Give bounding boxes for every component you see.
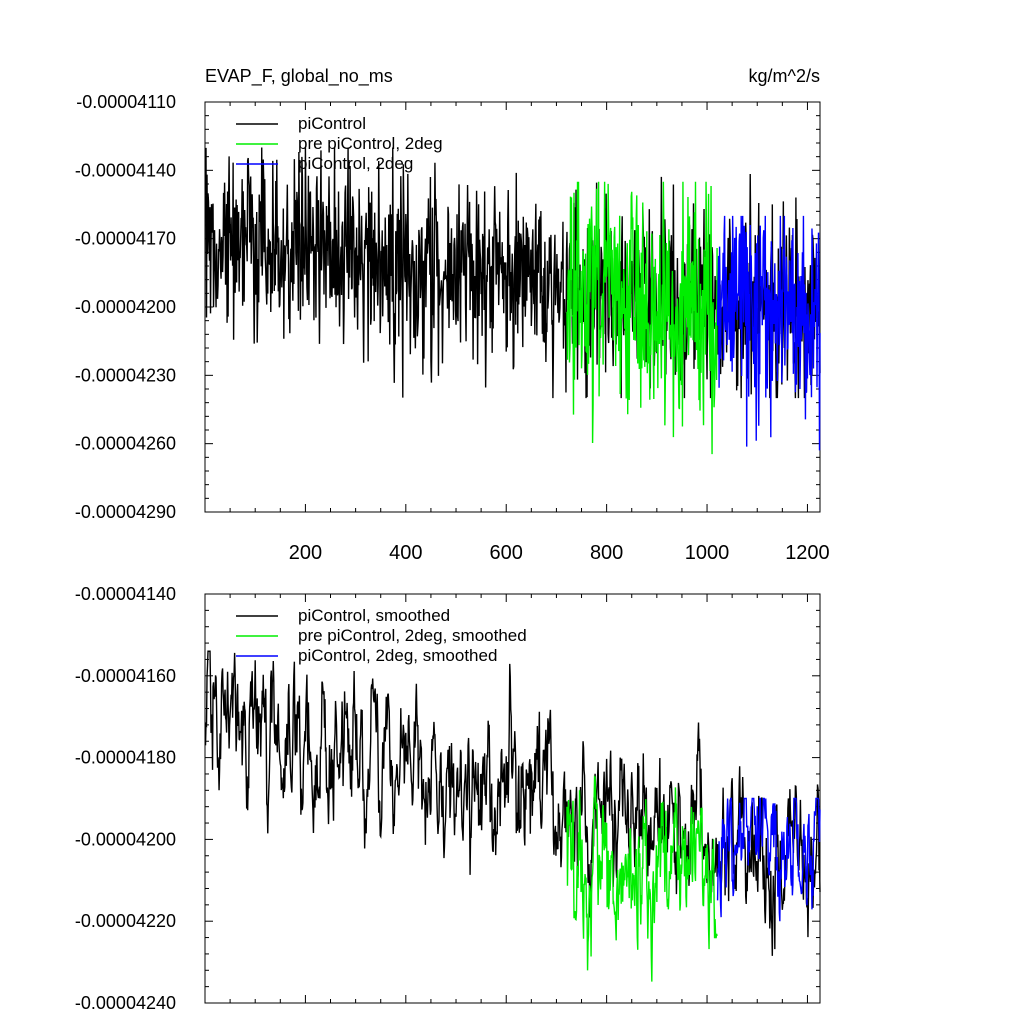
y-tick-label: -0.00004140 (75, 160, 176, 180)
x-tick-label: 600 (490, 542, 523, 564)
bottom-panel: -0.00004140 -0.00004160 -0.00004180 -0.0000… (75, 584, 821, 1013)
top-panel: -0.00004110 -0.00004140 -0.00004170 -0.0000… (75, 92, 830, 564)
series-line-2 (716, 797, 821, 922)
y-tick-label: -0.00004140 (75, 584, 176, 604)
units-label: kg/m^2/s (749, 66, 820, 86)
y-tick-label: -0.00004240 (75, 993, 176, 1013)
y-tick-label: -0.00004200 (75, 297, 176, 317)
legend-label: pre piControl, 2deg, smoothed (298, 626, 527, 645)
y-tick-label: -0.00004290 (75, 502, 176, 522)
series-line-2 (716, 215, 821, 451)
x-tick-label: 400 (389, 542, 422, 564)
legend-label: piControl (298, 114, 366, 133)
y-tick-label: -0.00004230 (75, 365, 176, 385)
y-tick-label: -0.00004200 (75, 829, 176, 849)
series-line-1 (566, 775, 718, 982)
legend-label: piControl, smoothed (298, 606, 450, 625)
legend-label: piControl, 2deg, smoothed (298, 646, 497, 665)
chart-title: EVAP_F, global_no_ms (205, 66, 393, 87)
y-tick-label: -0.00004260 (75, 434, 176, 454)
x-tick-label: 1000 (685, 542, 730, 564)
y-tick-label: -0.00004110 (76, 92, 176, 112)
y-tick-label: -0.00004170 (75, 229, 176, 249)
series-line-0 (204, 147, 821, 399)
legend-label: pre piControl, 2deg (298, 134, 443, 153)
legend-label: piControl, 2deg (298, 154, 413, 173)
series-line-0 (204, 650, 821, 956)
x-tick-label: 1200 (785, 542, 830, 564)
series-line-1 (566, 181, 718, 455)
x-tick-label: 200 (289, 542, 322, 564)
plot-frame (204, 593, 821, 1004)
x-tick-label: 800 (590, 542, 623, 564)
y-tick-label: -0.00004220 (75, 911, 176, 931)
y-tick-label: -0.00004180 (75, 748, 176, 768)
y-tick-label: -0.00004160 (75, 666, 176, 686)
